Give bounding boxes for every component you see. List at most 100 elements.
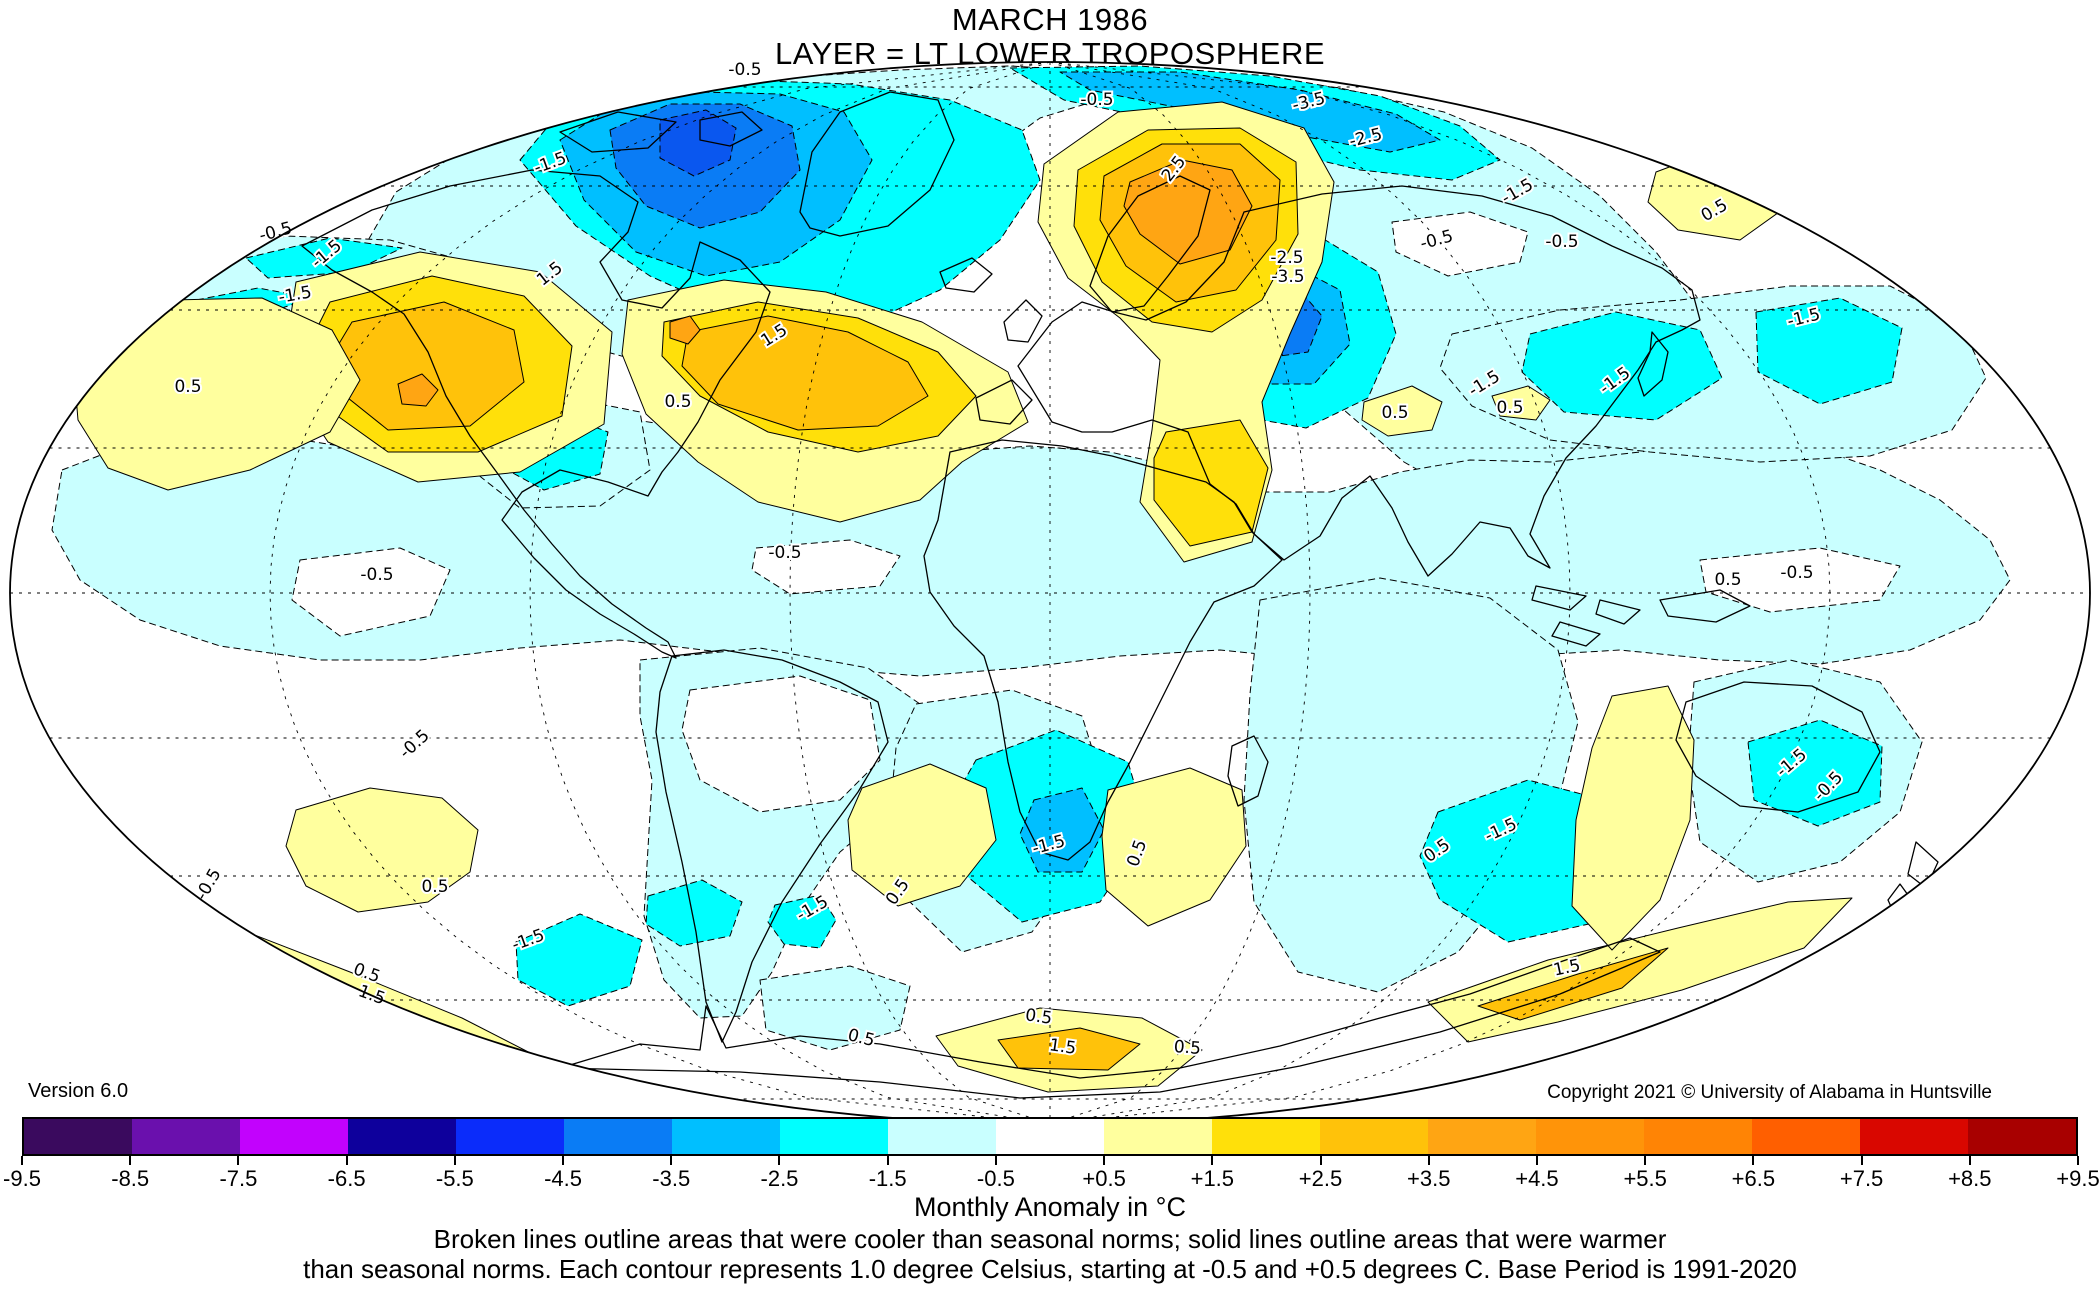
colorbar-segment xyxy=(672,1119,780,1154)
colorbar-segment xyxy=(1752,1119,1860,1154)
colorbar-ticks xyxy=(21,1156,2079,1166)
colorbar-segment xyxy=(1644,1119,1752,1154)
anomaly-blob-egypt-yellow xyxy=(1153,419,1269,547)
colorbar-tick xyxy=(1644,1156,1647,1165)
colorbar-tick xyxy=(670,1156,673,1165)
coastline xyxy=(301,169,771,659)
colorbar-segment xyxy=(348,1119,456,1154)
colorbar-tick-label: -6.5 xyxy=(327,1166,366,1191)
anomaly-blob-hole-central-asia xyxy=(1391,211,1529,277)
colorbar-tick xyxy=(345,1156,348,1165)
coastline xyxy=(939,257,993,293)
colorbar-tick xyxy=(1319,1156,1322,1165)
colorbar-segment xyxy=(780,1119,888,1154)
coastline xyxy=(699,111,763,147)
anomaly-blob-japan-pale xyxy=(1491,385,1551,421)
colorbar-tick xyxy=(886,1156,889,1165)
meridian-line xyxy=(1049,62,1831,1124)
anomaly-blob-antarctic-center-amber xyxy=(997,1027,1141,1071)
colorbar-tick xyxy=(778,1156,781,1165)
colorbar-segment xyxy=(1320,1119,1428,1154)
colorbar-segment xyxy=(132,1119,240,1154)
colorbar-tick xyxy=(1103,1156,1106,1165)
caption-line-2: than seasonal norms. Each contour repres… xyxy=(303,1254,1797,1284)
caption-line-1: Broken lines outline areas that were coo… xyxy=(433,1224,1667,1254)
colorbar-tick-label: -3.5 xyxy=(652,1166,691,1191)
contour-label: 0.5 xyxy=(1496,398,1523,418)
anomaly-blob-s-samerica-cyan xyxy=(767,894,837,949)
colorbar-tick xyxy=(1535,1156,1538,1165)
colorbar xyxy=(22,1117,2078,1156)
anomaly-blob-caspian-pale xyxy=(1361,385,1443,437)
colorbar-tick-labels: -9.5 -8.5 -7.5 -6.5 -5.5 -4.5 -3.5 -2.5 -1.5 -0.5… xyxy=(3,1166,2100,1192)
contour-label: -0.5 xyxy=(1080,90,1113,110)
colorbar-segment xyxy=(888,1119,996,1154)
coastline xyxy=(559,937,1661,1099)
coastlines xyxy=(301,91,1939,1099)
colorbar-tick-label: +1.5 xyxy=(1190,1166,1235,1191)
colorbar-tick-label: -5.5 xyxy=(435,1166,474,1191)
meridian-line xyxy=(789,62,1051,1124)
colorbar-tick-label: +9.5 xyxy=(2056,1166,2100,1191)
coastline xyxy=(1659,589,1751,623)
colorbar-tick-label: +3.5 xyxy=(1407,1166,1451,1191)
anomaly-blob-hawaii-pale xyxy=(73,297,361,491)
coastline xyxy=(1637,331,1669,397)
colorbar-tick-label: +8.5 xyxy=(1948,1166,1992,1191)
colorbar-segment xyxy=(1212,1119,1320,1154)
colorbar-segment xyxy=(240,1119,348,1154)
contour-label: -1.5 xyxy=(277,282,313,307)
meridian-line xyxy=(1049,62,1311,1124)
colorbar-tick-label: +4.5 xyxy=(1515,1166,1559,1191)
colorbar-tick xyxy=(453,1156,456,1165)
coastline xyxy=(1227,735,1269,807)
contour-label: -3.5 xyxy=(1271,267,1304,287)
contour-label: 0.5 xyxy=(174,377,201,397)
colorbar-segment xyxy=(24,1119,132,1154)
contour-label: -0.5 xyxy=(1780,563,1813,583)
colorbar-tick-label: +0.5 xyxy=(1082,1166,1126,1191)
anomaly-blob-s-africa-sky xyxy=(1019,787,1105,873)
contour-label: 0.5 xyxy=(1381,403,1408,423)
coastline xyxy=(1595,599,1641,625)
coastline xyxy=(559,111,677,153)
anomaly-blob-hole-east-pacific xyxy=(291,547,451,637)
coastline xyxy=(923,439,1283,861)
colorbar-tick-label: -2.5 xyxy=(760,1166,799,1191)
meridian-line xyxy=(269,62,1051,1124)
colorbar-tick xyxy=(1427,1156,1430,1165)
contour-label: 0.5 xyxy=(1024,1005,1054,1029)
colorbar-segment xyxy=(1860,1119,1968,1154)
colorbar-tick xyxy=(237,1156,240,1165)
colorbar-tick xyxy=(562,1156,565,1165)
colorbar-tick-label: -0.5 xyxy=(976,1166,1015,1191)
colorbar-segment xyxy=(456,1119,564,1154)
colorbar-tick xyxy=(2077,1156,2079,1165)
colorbar-segment xyxy=(1104,1119,1212,1154)
anomaly-blob-satlantic-pale xyxy=(847,763,997,907)
coastline xyxy=(1675,681,1881,813)
colorbar-tick xyxy=(1752,1156,1755,1165)
anomaly-blob-chile-cyan-1 xyxy=(515,913,643,1007)
colorbar-tick-label: +5.5 xyxy=(1623,1166,1667,1191)
anomaly-blob-spacific-pale xyxy=(285,787,479,913)
coastline xyxy=(1017,185,1701,577)
anomaly-blob-atlantic-orange xyxy=(669,315,701,345)
coastline xyxy=(1551,621,1601,647)
colorbar-segment xyxy=(1968,1119,2076,1154)
anomaly-blob-atlantic-amber xyxy=(681,315,929,431)
contour-label: 1.5 xyxy=(1048,1035,1078,1059)
anomaly-blob-australia-pale xyxy=(1571,685,1695,951)
anomaly-blob-alaska-lens-1 xyxy=(245,237,403,279)
anomaly-blob-hole-samerica xyxy=(681,675,881,813)
anomaly-blob-antarctic-patch-pale xyxy=(759,965,911,1051)
anomaly-blob-tasman-cyan xyxy=(1747,719,1883,827)
coastline xyxy=(1531,585,1587,611)
version-label: Version 6.0 xyxy=(28,1080,129,1102)
anomaly-blob-us-orange xyxy=(397,373,439,407)
coastline xyxy=(1003,299,1043,343)
colorbar-tick-label: -9.5 xyxy=(3,1166,41,1191)
colorbar-title: Monthly Anomaly in °C xyxy=(914,1192,1186,1222)
